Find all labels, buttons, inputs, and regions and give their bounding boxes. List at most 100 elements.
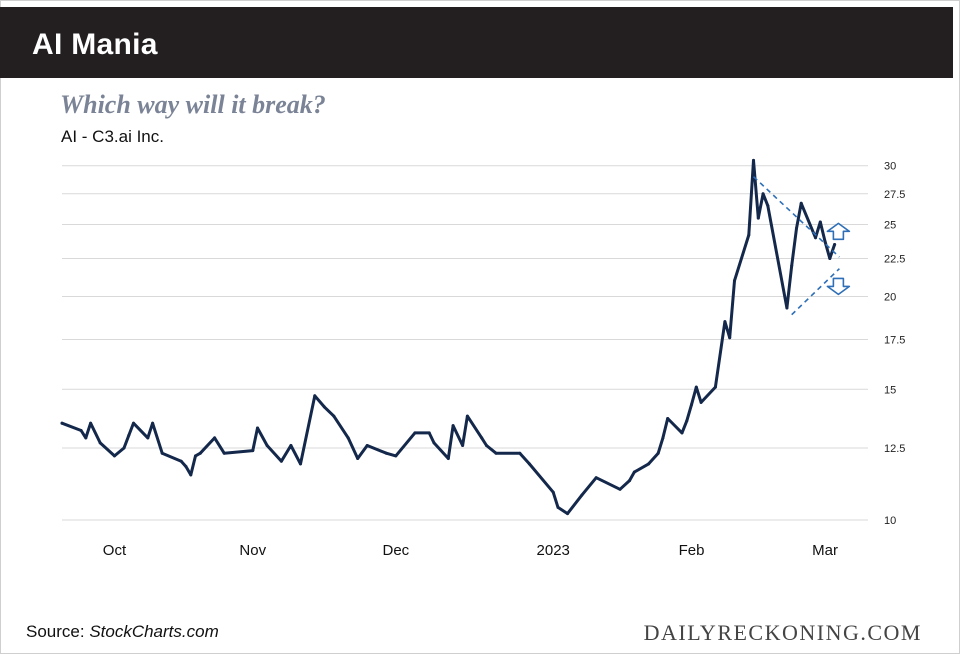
data-point — [728, 336, 732, 340]
data-point — [151, 421, 155, 425]
x-tick-label: Nov — [239, 542, 266, 559]
data-point — [628, 479, 632, 483]
data-point — [112, 454, 116, 458]
data-point — [484, 443, 488, 447]
y-tick-label: 17.5 — [884, 335, 905, 347]
x-tick-label: 2023 — [537, 542, 570, 559]
data-point — [213, 436, 217, 440]
x-tick-label: Dec — [383, 542, 410, 559]
data-point — [146, 436, 150, 440]
data-point — [632, 470, 636, 474]
data-point — [98, 441, 102, 445]
data-point — [89, 421, 93, 425]
data-point — [60, 421, 64, 425]
data-point — [446, 457, 450, 461]
y-tick-label: 25 — [884, 220, 896, 232]
data-point — [566, 512, 570, 516]
y-tick-label: 12.5 — [884, 443, 905, 455]
data-point — [313, 394, 317, 398]
series-label: AI - C3.ai Inc. — [61, 127, 164, 146]
data-point — [814, 236, 818, 240]
data-point — [289, 443, 293, 447]
y-tick-label: 27.5 — [884, 189, 905, 201]
data-point — [461, 443, 465, 447]
data-point — [747, 233, 751, 237]
data-point — [556, 505, 560, 509]
data-point — [480, 436, 484, 440]
data-point — [427, 431, 431, 435]
y-tick-label: 15 — [884, 384, 896, 396]
data-point — [656, 451, 660, 455]
data-point — [322, 405, 326, 409]
data-point — [160, 451, 164, 455]
data-point — [761, 192, 765, 196]
data-point — [527, 462, 531, 466]
y-tick-label: 22.5 — [884, 254, 905, 266]
y-tick-label: 20 — [884, 291, 896, 303]
data-point — [494, 451, 498, 455]
data-point — [699, 400, 703, 404]
data-point — [222, 451, 226, 455]
data-point — [451, 424, 455, 428]
data-point — [279, 459, 283, 463]
data-point — [766, 204, 770, 208]
data-point — [661, 436, 665, 440]
data-point — [346, 436, 350, 440]
data-point — [122, 446, 126, 450]
data-point — [84, 436, 88, 440]
data-point — [785, 306, 789, 310]
data-point — [413, 431, 417, 435]
data-point — [685, 419, 689, 423]
x-axis-ticks: Oct Nov Dec 2023 Feb Mar — [103, 542, 838, 559]
data-point — [194, 454, 198, 458]
y-tick-label: 30 — [884, 161, 896, 173]
data-point — [756, 216, 760, 220]
x-tick-label: Mar — [812, 542, 838, 559]
data-point — [818, 220, 822, 224]
data-point — [752, 158, 756, 162]
data-point — [823, 240, 827, 244]
data-point — [518, 451, 522, 455]
data-point — [465, 414, 469, 418]
data-point — [79, 428, 83, 432]
data-point — [256, 426, 260, 430]
data-point — [666, 416, 670, 420]
data-point — [580, 493, 584, 497]
data-point — [732, 279, 736, 283]
grid-lines — [62, 165, 868, 521]
brand-logo-text: DAILYRECKONING.COM — [643, 620, 922, 645]
data-point — [647, 462, 651, 466]
data-point — [298, 462, 302, 466]
data-point — [713, 385, 717, 389]
source-prefix: Source: — [26, 622, 90, 641]
y-tick-label: 10 — [884, 515, 896, 527]
source-credit: Source: StockCharts.com — [26, 622, 219, 642]
data-point — [799, 201, 803, 205]
chart-subtitle: Which way will it break? — [60, 90, 326, 119]
data-point — [127, 433, 131, 437]
data-point — [594, 476, 598, 480]
data-point — [551, 490, 555, 494]
data-point — [198, 451, 202, 455]
trendline — [752, 176, 840, 258]
data-point — [723, 320, 727, 324]
data-point — [394, 454, 398, 458]
trendline — [791, 268, 840, 316]
data-point — [680, 431, 684, 435]
breakout-up-arrow-icon — [826, 222, 851, 241]
data-point — [365, 443, 369, 447]
x-tick-label: Oct — [103, 542, 127, 559]
data-point — [690, 403, 694, 407]
data-point — [794, 226, 798, 230]
breakdown-down-arrow-icon — [826, 277, 851, 296]
series-layer — [60, 158, 837, 516]
data-point — [694, 385, 698, 389]
series-line — [60, 158, 837, 516]
source-site: StockCharts.com — [89, 622, 219, 641]
data-point — [184, 465, 188, 469]
x-tick-label: Feb — [679, 542, 705, 559]
data-point — [251, 449, 255, 453]
data-point — [179, 459, 183, 463]
data-point — [356, 457, 360, 461]
